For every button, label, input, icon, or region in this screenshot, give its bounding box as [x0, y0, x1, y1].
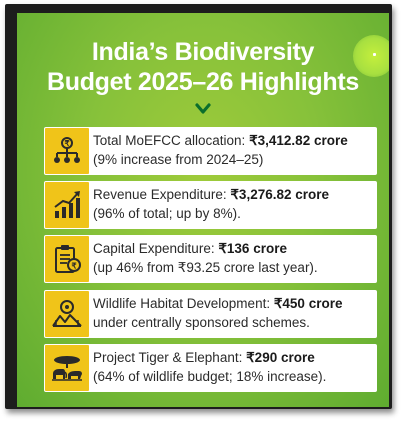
highlight-label: Wildlife Habitat Development:	[93, 296, 274, 311]
clipboard-budget-icon: ₹	[55, 245, 81, 273]
highlight-label: Project Tiger & Elephant:	[93, 350, 247, 365]
highlight-row: Wildlife Habitat Development: ₹450 crore…	[44, 290, 377, 338]
page-title: India’s Biodiversity Budget 2025–26 High…	[17, 37, 389, 97]
highlight-row: Revenue Expenditure: ₹3,276.82 crore (96…	[44, 181, 377, 229]
chevron-down-icon	[195, 103, 211, 114]
highlight-value: ₹3,276.82 crore	[230, 187, 330, 202]
highlight-value: ₹290 crore	[246, 350, 315, 365]
growth-chart-icon	[54, 191, 80, 218]
title-line-2: Budget 2025–26 Highlights	[46, 68, 360, 96]
infographic-card: India’s Biodiversity Budget 2025–26 High…	[17, 13, 389, 407]
tiger-elephant-icon	[52, 356, 82, 381]
org-chart-icon: ₹	[54, 137, 80, 163]
highlight-label: Revenue Expenditure:	[93, 187, 231, 202]
highlight-value: ₹136 crore	[218, 241, 287, 256]
highlight-row: ₹ Capital Expenditure: ₹136 crore (up 46…	[44, 235, 377, 283]
highlight-label: Capital Expenditure:	[93, 241, 219, 256]
infographic-frame: India’s Biodiversity Budget 2025–26 High…	[5, 4, 392, 409]
highlight-value: ₹3,412.82 crore	[249, 133, 348, 148]
highlight-detail: (64% of wildlife budget; 18% increase).	[93, 369, 327, 384]
title-line-1: India’s Biodiversity	[91, 38, 315, 66]
highlight-row: ₹ Total MoEFCC allocation: ₹3,412.82 cro…	[44, 127, 377, 175]
decorative-blob	[353, 35, 389, 77]
highlight-detail: under centrally sponsored schemes.	[93, 315, 310, 330]
highlight-detail: (96% of total; up by 8%).	[93, 206, 241, 221]
highlight-label: Total MoEFCC allocation:	[93, 133, 250, 148]
highlight-detail: (up 46% from ₹93.25 crore last year).	[93, 260, 318, 275]
svg-text:₹: ₹	[71, 262, 76, 271]
habitat-landscape-icon	[52, 300, 82, 327]
highlight-row: Project Tiger & Elephant: ₹290 crore (64…	[44, 344, 377, 392]
highlight-detail: (9% increase from 2024–25)	[93, 152, 264, 167]
highlight-value: ₹450 crore	[273, 296, 343, 311]
svg-text:₹: ₹	[64, 139, 69, 148]
